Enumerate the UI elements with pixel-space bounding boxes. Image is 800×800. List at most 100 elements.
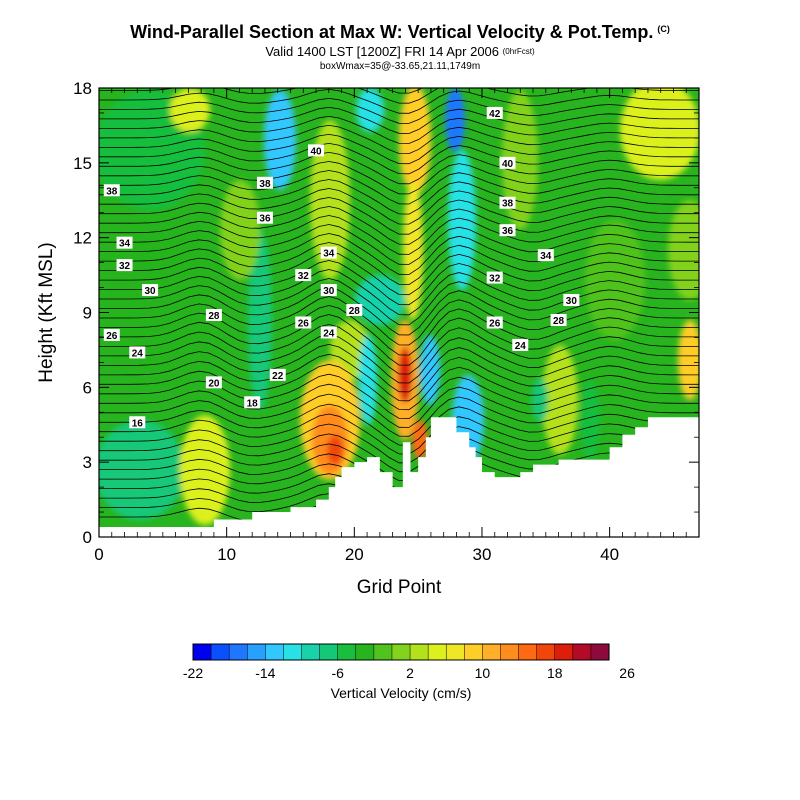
field-patch: [359, 335, 377, 425]
contour-label-text: 24: [515, 341, 527, 352]
y-tick-label: 18: [73, 79, 92, 98]
field-patch: [445, 88, 465, 152]
contour-label-text: 32: [298, 271, 310, 282]
contour-label-box: [116, 259, 133, 272]
contour-label: 38: [499, 196, 516, 210]
contour-label-text: 28: [208, 311, 220, 322]
contour-label-text: 36: [502, 226, 514, 237]
contour-label-box: [205, 308, 222, 321]
contour-label-text: 24: [132, 348, 144, 359]
isotherm-line: [99, 403, 699, 446]
contour-label-box: [486, 106, 503, 119]
isotherm-line: [383, 88, 423, 94]
isotherm-line: [99, 383, 699, 428]
terrain-mask: [99, 417, 699, 537]
colorbar-swatch: [572, 643, 592, 661]
contour-label-text: 40: [310, 146, 322, 157]
contour-label: 24: [320, 326, 337, 339]
contour-label: 34: [116, 236, 133, 250]
contour-label-text: 38: [106, 186, 118, 197]
contour-label: 36: [256, 211, 273, 225]
contour-label-box: [308, 144, 325, 157]
colorbar-swatch: [283, 643, 303, 661]
contour-label-box: [486, 316, 503, 329]
isotherm-line: [99, 215, 699, 255]
contour-label-box: [499, 156, 516, 169]
contour-label: 32: [116, 259, 133, 272]
contour-label-box: [269, 368, 286, 381]
field-patch: [532, 378, 548, 422]
x-tick-label: 30: [473, 545, 492, 564]
field-patch: [542, 345, 578, 455]
y-tick-label: 6: [83, 378, 92, 397]
colorbar-swatch: [373, 643, 393, 661]
field-patch: [403, 180, 423, 320]
isotherm-line: [99, 433, 699, 473]
colorbar-swatch: [409, 643, 429, 661]
isotherm-line: [99, 97, 699, 124]
contour-label-box: [103, 328, 120, 341]
colorbar-swatch: [391, 643, 411, 661]
contour-label: 26: [295, 316, 312, 329]
field-patch: [170, 88, 210, 132]
field-patch: [420, 335, 440, 405]
y-axis-label: Height (Kft MSL): [36, 242, 57, 382]
isotherm-line: [99, 115, 699, 144]
contour-label-text: 32: [489, 274, 501, 285]
isotherm-line: [99, 151, 699, 185]
contour-label-text: 18: [247, 398, 259, 409]
contour-label: 34: [320, 246, 337, 260]
contour-label-box: [537, 249, 554, 262]
isotherm-line: [99, 161, 699, 195]
contour-label-text: 30: [145, 286, 157, 297]
colorbar-swatch: [210, 643, 230, 661]
isotherm-line: [99, 233, 699, 275]
contour-label-text: 16: [132, 418, 144, 429]
x-axis-label: Grid Point: [357, 577, 442, 598]
colorbar-tick-label: 26: [619, 665, 635, 681]
contour-labels: 3834323026241620281822363840343230282624…: [103, 106, 580, 429]
contour-label: 32: [295, 269, 312, 282]
contour-label-text: 30: [566, 296, 578, 307]
contour-label-box: [116, 236, 133, 249]
contour-label: 40: [308, 144, 325, 157]
contour-label: 42: [486, 106, 503, 120]
contour-label-text: 22: [272, 371, 284, 382]
y-tick-label: 12: [73, 229, 92, 248]
contour-label: 18: [244, 396, 261, 409]
colorbar-swatch: [536, 643, 556, 661]
colorbar-swatch: [228, 643, 248, 661]
isotherm-line: [99, 343, 699, 393]
isotherm-line: [99, 170, 699, 205]
isotherm-line: [99, 373, 699, 420]
field-patch: [412, 420, 428, 460]
contour-label: 28: [346, 304, 363, 317]
contour-label-box: [256, 211, 273, 224]
contour-label-text: 38: [259, 179, 271, 190]
contour-label-box: [320, 326, 337, 339]
contour-label-box: [205, 376, 222, 389]
chart-box-info: boxWmax=35@-33.65,21.11,1749m: [319, 61, 481, 72]
contour-label-text: 20: [208, 378, 220, 389]
contour-label-box: [320, 246, 337, 259]
contour-label-box: [512, 338, 529, 351]
contour-label: 28: [205, 308, 222, 322]
isotherm-line: [99, 142, 699, 175]
colorbar-swatch: [301, 643, 321, 661]
isotherm-line: [99, 242, 699, 286]
contour-label-text: 26: [298, 318, 310, 329]
contour-label-box: [295, 316, 312, 329]
plot-area: 3834323026241620281822363840343230282624…: [99, 88, 699, 537]
field-patch: [310, 120, 350, 280]
isotherm-line: [99, 423, 699, 464]
isotherm-line: [99, 393, 699, 437]
contour-label-text: 36: [259, 214, 271, 225]
isotherm-line: [99, 260, 699, 306]
contour-label-box: [142, 284, 159, 297]
colorbar-frame: [192, 643, 610, 661]
contour-label: 30: [563, 294, 580, 307]
contour-label-box: [295, 269, 312, 282]
isotherm-line: [99, 363, 699, 411]
isotherm-line: [99, 314, 699, 366]
contour-label: 30: [142, 284, 159, 297]
